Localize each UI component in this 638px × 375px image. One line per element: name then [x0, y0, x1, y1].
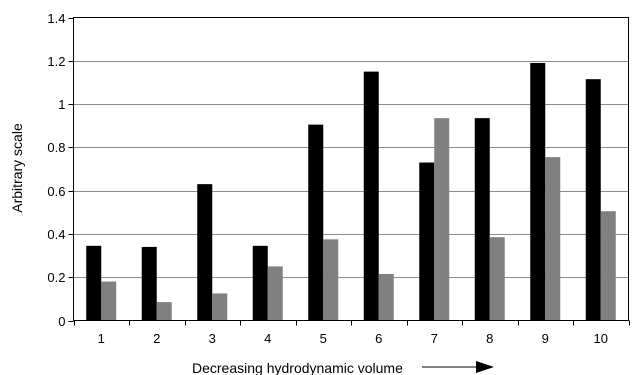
y-tick-label: 0.6: [47, 184, 65, 199]
bar-series-2-cat-6: [378, 273, 394, 321]
y-axis-ticks: 0 0.2 0.4 0.6 0.8 1 1.2 1.4: [47, 11, 74, 329]
bar-series-1-cat-6: [363, 71, 379, 321]
y-tick-label: 1.4: [47, 11, 65, 26]
bar-series-1-cat-2: [141, 246, 157, 321]
bar-series-2-cat-5: [323, 239, 339, 321]
y-tick-label: 0.4: [47, 227, 65, 242]
x-tick-label: 3: [209, 331, 216, 346]
bar-series-1-cat-10: [585, 79, 601, 321]
bar-series: [86, 62, 616, 321]
bar-series-1-cat-5: [308, 124, 324, 321]
y-tick-label: 0.2: [47, 270, 65, 285]
bar-series-1-cat-9: [530, 62, 546, 321]
bar-series-1-cat-7: [419, 162, 435, 321]
bar-series-2-cat-2: [156, 302, 172, 321]
y-tick-label: 1.2: [47, 54, 65, 69]
bar-series-1-cat-8: [474, 118, 490, 321]
x-axis-title: Decreasing hydrodynamic volume: [192, 360, 403, 375]
x-tick-label: 7: [431, 331, 438, 346]
arrow-right-icon: [422, 361, 494, 373]
y-axis-title: Arbitrary scale: [9, 123, 25, 213]
x-tick-label: 5: [320, 331, 327, 346]
bar-series-2-cat-9: [545, 157, 561, 321]
x-tick-label: 6: [375, 331, 382, 346]
bar-series-2-cat-8: [489, 237, 505, 321]
x-tick-label: 2: [153, 331, 160, 346]
x-tick-label: 10: [594, 331, 608, 346]
x-axis-ticks: 1 2 3 4 5 6 7 8 9 10: [74, 320, 630, 346]
bar-series-1-cat-3: [197, 184, 213, 321]
y-tick-label: 0: [58, 314, 65, 329]
bar-series-2-cat-1: [101, 281, 117, 321]
bar-series-1-cat-1: [86, 245, 102, 321]
x-tick-label: 1: [98, 331, 105, 346]
bar-series-2-cat-3: [212, 293, 228, 321]
x-tick-label: 9: [542, 331, 549, 346]
bar-series-1-cat-4: [252, 245, 268, 321]
bar-series-2-cat-7: [434, 118, 450, 321]
bar-series-2-cat-10: [600, 211, 616, 321]
x-tick-label: 8: [486, 331, 493, 346]
y-tick-label: 1: [58, 97, 65, 112]
x-tick-label: 4: [264, 331, 271, 346]
bar-series-2-cat-4: [267, 266, 283, 321]
y-tick-label: 0.8: [47, 140, 65, 155]
